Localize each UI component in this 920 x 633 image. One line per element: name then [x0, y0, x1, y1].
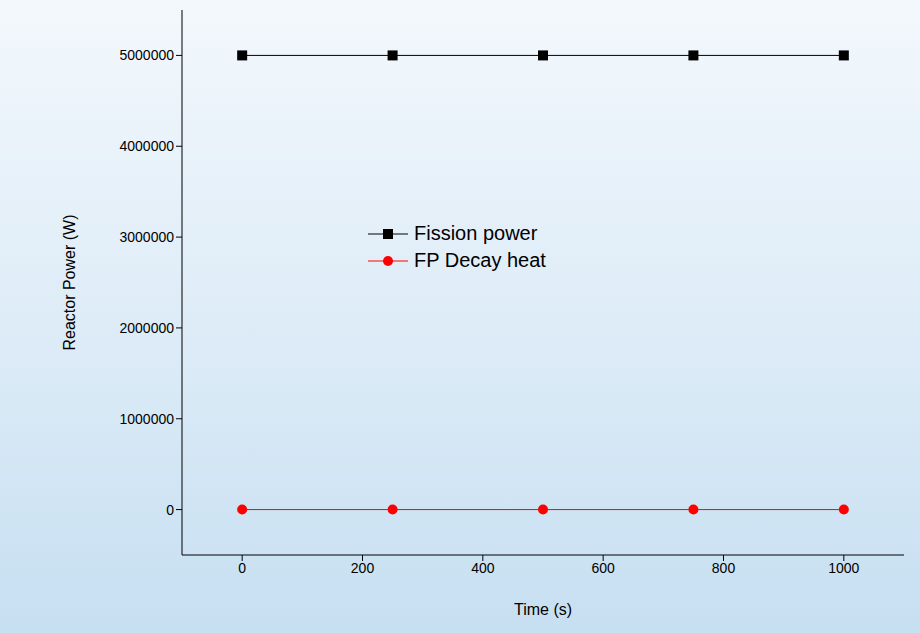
svg-text:5000000: 5000000: [119, 47, 174, 63]
svg-text:4000000: 4000000: [119, 138, 174, 154]
svg-text:800: 800: [712, 560, 736, 576]
html-text:Fission power: Fission power: [414, 222, 538, 244]
svg-text:3000000: 3000000: [119, 229, 174, 245]
svg-text:400: 400: [471, 560, 495, 576]
svg-text:600: 600: [591, 560, 615, 576]
svg-text:Reactor Power (W): Reactor Power (W): [61, 214, 78, 350]
svg-text:1000000: 1000000: [119, 411, 174, 427]
html-text:FP Decay heat: FP Decay heat: [414, 249, 546, 271]
svg-text:200: 200: [351, 560, 375, 576]
svg-text:1000: 1000: [828, 560, 859, 576]
svg-text:0: 0: [238, 560, 246, 576]
svg-text:0: 0: [166, 502, 174, 518]
svg-text:Time (s): Time (s): [514, 601, 572, 618]
svg-text:2000000: 2000000: [119, 320, 174, 336]
